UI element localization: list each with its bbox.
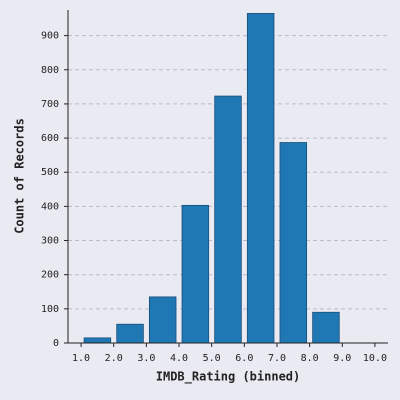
bar <box>148 296 177 344</box>
y-tick-label: 700 <box>41 99 59 110</box>
x-tick-label: 5.0 <box>203 353 221 364</box>
x-tick-label: 10.0 <box>363 353 387 364</box>
y-tick-label: 200 <box>41 270 59 281</box>
bar <box>279 142 308 344</box>
bar <box>116 323 144 344</box>
y-tick-label: 500 <box>41 167 59 178</box>
y-tick-label: 400 <box>41 201 59 212</box>
x-axis-title: IMDB_Rating (binned) <box>156 370 301 385</box>
x-tick-label: 4.0 <box>170 353 188 364</box>
y-tick-label: 800 <box>41 65 59 76</box>
y-tick-label: 900 <box>41 31 59 42</box>
bar <box>214 95 242 344</box>
bar <box>83 337 112 344</box>
y-axis-title: Count of Records <box>13 118 27 234</box>
y-tick-label: 300 <box>41 236 59 247</box>
x-tick-label: 7.0 <box>268 353 286 364</box>
bar <box>181 204 210 344</box>
x-tick-label: 9.0 <box>333 353 351 364</box>
y-tick-label: 0 <box>53 338 59 349</box>
x-tick-label: 2.0 <box>105 353 123 364</box>
y-tick-label: 100 <box>41 304 59 315</box>
x-tick-label: 1.0 <box>72 353 90 364</box>
x-tick-label: 8.0 <box>301 353 319 364</box>
bar <box>246 13 275 344</box>
x-tick-label: 6.0 <box>235 353 253 364</box>
x-tick-label: 3.0 <box>137 353 155 364</box>
y-tick-label: 600 <box>41 133 59 144</box>
bar <box>312 311 340 344</box>
